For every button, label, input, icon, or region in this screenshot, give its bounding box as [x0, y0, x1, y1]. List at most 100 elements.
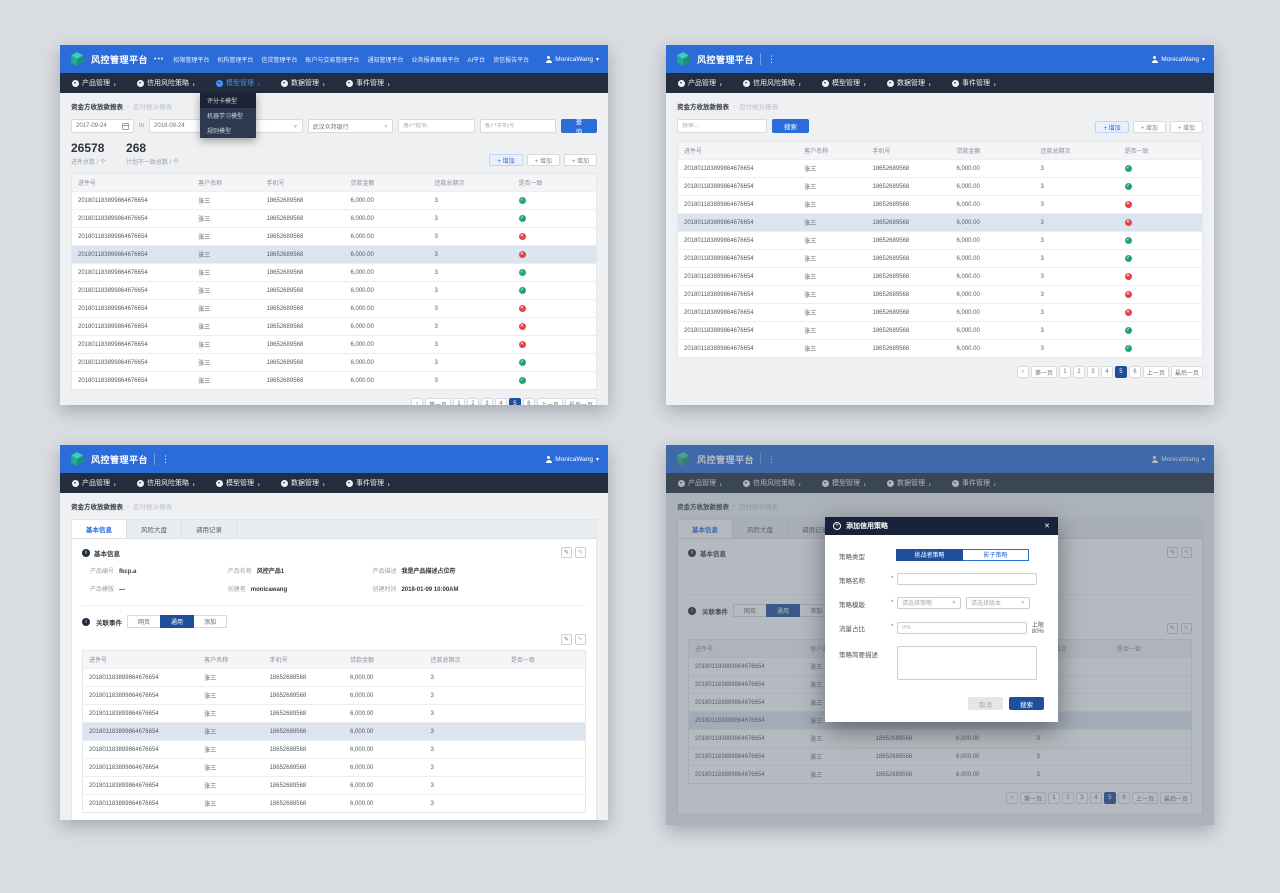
pagination-button[interactable]: 1: [452, 398, 465, 405]
cancel-button[interactable]: 取消: [968, 697, 1003, 710]
search-input[interactable]: [682, 123, 762, 129]
strategy-name-input[interactable]: [902, 575, 1032, 582]
module-nav-item[interactable]: 信用风险策略 ，: [743, 78, 805, 88]
table-row[interactable]: 201801183899864676654 张三 18652689568 6,0…: [688, 765, 1192, 784]
pagination-button[interactable]: ‹: [1005, 792, 1018, 804]
dropdown-menu-item[interactable]: 规则模型: [207, 129, 232, 135]
event-segment-button[interactable]: 通用: [766, 604, 801, 617]
strategy-type-option[interactable]: 挑战者策略: [896, 548, 963, 561]
pagination-button[interactable]: 2: [466, 398, 479, 405]
pagination-button[interactable]: 最后一页: [564, 398, 597, 405]
table-row[interactable]: 201801183899864676654 张三 18652689568 6,0…: [71, 281, 597, 300]
pagination-button[interactable]: 5: [1103, 792, 1116, 804]
pagination-button[interactable]: 3: [1086, 366, 1099, 378]
event-segment-button[interactable]: 添加: [193, 615, 228, 628]
module-nav-item[interactable]: 产品管理 ，: [72, 478, 120, 488]
dropdown-menu-item[interactable]: 评分卡模型: [200, 93, 256, 108]
pagination-button[interactable]: 3: [1075, 792, 1088, 804]
customer-phone-input[interactable]: [484, 123, 551, 129]
table-row[interactable]: 201801183899864676654 张三 18652689568 6,0…: [71, 263, 597, 282]
table-row[interactable]: 201801183899864676654 张三 18652689568 6,0…: [71, 317, 597, 336]
module-nav-item[interactable]: 事件管理 ，: [952, 478, 1000, 488]
module-nav-item[interactable]: 数据管理 ，: [281, 478, 329, 488]
table-row[interactable]: 201801183899864676654 张三 18652689568 6,0…: [677, 213, 1203, 232]
pagination-button[interactable]: 2: [1061, 792, 1074, 804]
pagination-button[interactable]: 6: [1117, 792, 1130, 804]
module-nav-item[interactable]: 模型管理 ，: [822, 78, 870, 88]
module-nav-item[interactable]: 数据管理 ，: [887, 478, 935, 488]
table-row[interactable]: 201801183899864676654 张三 18652689568 6,0…: [677, 195, 1203, 214]
module-nav-item[interactable]: 模型管理 ，: [822, 478, 870, 488]
table-row[interactable]: 201801183899864676654 张三 18652689568 6,0…: [82, 668, 586, 687]
add-button[interactable]: + 增加: [526, 154, 560, 167]
table-row[interactable]: 201801183899864676654 张三 18652689568 6,0…: [82, 740, 586, 759]
edit-secondary-icon[interactable]: ✎: [575, 547, 586, 558]
module-nav-item[interactable]: 信用风险策略 ，: [137, 78, 199, 88]
pagination-button[interactable]: 2: [1072, 366, 1085, 378]
pagination-button[interactable]: 第一页: [424, 398, 451, 405]
search-button[interactable]: 搜索: [772, 119, 809, 133]
pagination-button[interactable]: 第一页: [1030, 366, 1057, 378]
table-row[interactable]: 201801183899864676654 张三 18652689568 6,0…: [71, 371, 597, 390]
pagination-button[interactable]: 4: [1100, 366, 1113, 378]
pagination-button[interactable]: 5: [508, 398, 521, 405]
strategy-version-select[interactable]: 请选择版本 ∨: [966, 596, 1030, 609]
add-button[interactable]: + 增加: [489, 154, 523, 167]
breadcrumb-current[interactable]: 资金方收放款报表: [677, 104, 729, 111]
detail-tab[interactable]: 基本信息: [678, 520, 733, 538]
platform-nav-item[interactable]: 资信报告平台: [493, 57, 530, 64]
pagination-button[interactable]: 最后一页: [1170, 366, 1203, 378]
pagination-button[interactable]: ‹: [1016, 366, 1029, 378]
edit-secondary-icon[interactable]: ✎: [1181, 623, 1192, 634]
edit-icon[interactable]: ✎: [1167, 623, 1178, 634]
add-button[interactable]: + 增加: [1132, 121, 1166, 133]
detail-tab[interactable]: 风险大盘: [733, 520, 788, 538]
table-row[interactable]: 201801183899864676654 张三 18652689568 6,0…: [82, 758, 586, 777]
table-row[interactable]: 201801183899864676654 张三 18652689568 6,0…: [82, 722, 586, 741]
pagination-button[interactable]: ‹: [410, 398, 423, 405]
pagination-button[interactable]: 4: [494, 398, 507, 405]
add-button[interactable]: + 增加: [1169, 121, 1203, 133]
platform-nav-item[interactable]: 信贷管理平台: [261, 57, 298, 64]
pagination-button[interactable]: 第一页: [1019, 792, 1046, 804]
breadcrumb-current[interactable]: 资金方收放款报表: [71, 504, 123, 511]
table-row[interactable]: 201801183899864676654 张三 18652689568 6,0…: [677, 249, 1203, 268]
edit-secondary-icon[interactable]: ✎: [1181, 547, 1192, 558]
pagination-button[interactable]: 1: [1058, 366, 1071, 378]
more-menu-icon[interactable]: ⋮: [767, 453, 777, 464]
module-nav-item[interactable]: 数据管理 ，: [887, 78, 935, 88]
edit-icon[interactable]: ✎: [561, 547, 572, 558]
query-button[interactable]: 查询: [560, 119, 597, 136]
bank-select[interactable]: 武汉众邦银行 ∨: [307, 119, 394, 133]
module-nav-item[interactable]: 产品管理 ，: [678, 78, 726, 88]
more-menu-icon[interactable]: ⋮: [161, 453, 171, 464]
module-nav-item[interactable]: 模型管理 ，: [216, 478, 264, 488]
platform-nav-item[interactable]: 业务报表图表平台: [411, 57, 460, 64]
pagination-button[interactable]: 4: [1089, 792, 1102, 804]
table-row[interactable]: 201801183899864676654 张三 18652689568 6,0…: [677, 339, 1203, 358]
pagination-button[interactable]: 上一页: [536, 398, 563, 405]
more-menu-icon[interactable]: ⋮: [767, 53, 777, 64]
strategy-template-select[interactable]: 请选择策略 ∨: [897, 596, 961, 609]
edit-secondary-icon[interactable]: ✎: [575, 634, 586, 645]
pagination-button[interactable]: 上一页: [1142, 366, 1169, 378]
pagination-button[interactable]: 6: [1128, 366, 1141, 378]
table-row[interactable]: 201801183899864676654 张三 18652689568 6,0…: [677, 321, 1203, 340]
platform-nav-item[interactable]: 权限管理平台: [173, 57, 210, 64]
pagination-button[interactable]: 最后一页: [1159, 792, 1192, 804]
platform-nav-item[interactable]: AI平台: [467, 57, 486, 64]
table-row[interactable]: 201801183899864676654 张三 18652689568 6,0…: [82, 794, 586, 813]
table-row[interactable]: 201801183899864676654 张三 18652689568 6,0…: [82, 704, 586, 723]
user-menu[interactable]: MonicaWang ▾: [1151, 455, 1205, 463]
module-nav-item[interactable]: 数据管理 ，: [281, 78, 329, 88]
module-nav-item[interactable]: 模型管理 ，: [216, 78, 264, 88]
pagination-button[interactable]: 5: [1114, 366, 1127, 378]
user-menu[interactable]: MonicaWang ▾: [1151, 55, 1205, 63]
close-icon[interactable]: ✕: [1044, 523, 1050, 530]
table-row[interactable]: 201801183899864676654 张三 18652689568 6,0…: [82, 776, 586, 795]
table-row[interactable]: 201801183899864676654 张三 18652689568 6,0…: [71, 227, 597, 246]
table-row[interactable]: 201801183899864676654 张三 18652689568 6,0…: [688, 729, 1192, 748]
more-apps-icon[interactable]: •••: [154, 55, 165, 63]
date-from-input[interactable]: 2017-09-24: [71, 119, 134, 133]
table-row[interactable]: 201801183899864676654 张三 18652689568 6,0…: [71, 299, 597, 318]
